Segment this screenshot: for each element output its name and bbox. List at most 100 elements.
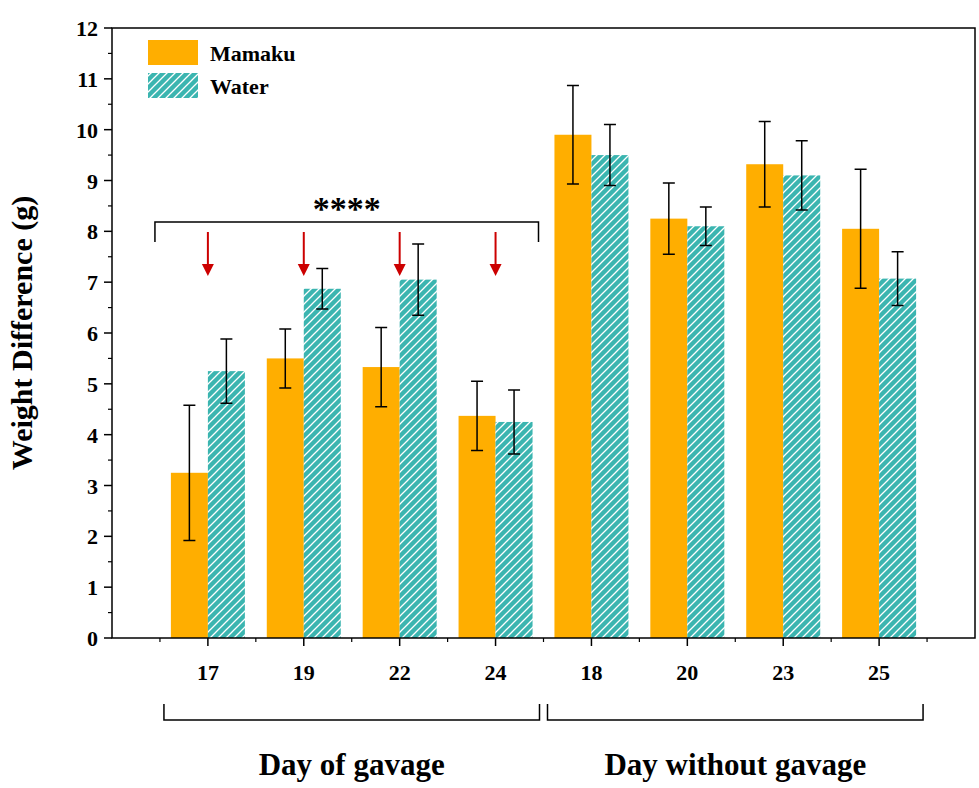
x-tick-label: 24 [485,660,507,685]
y-minor-tick [108,256,112,257]
x-tick [207,638,209,646]
bar [687,226,724,638]
y-tick-label: 10 [76,118,98,143]
x-tick-label: 22 [389,660,411,685]
y-minor-tick [108,358,112,359]
y-tick-label: 8 [87,219,98,244]
error-bar [759,122,771,207]
y-tick [104,231,112,233]
y-tick [104,383,112,385]
y-tick-label: 9 [87,169,98,194]
y-tick [104,332,112,334]
error-bar [663,183,675,254]
bar [363,367,400,638]
significance-label: **** [313,190,381,227]
x-minor-tick [255,638,256,642]
bar [650,219,687,638]
x-tick [303,638,305,646]
error-bar [471,381,483,450]
y-tick-label: 1 [87,575,98,600]
y-minor-tick [108,205,112,206]
error-bar [183,405,195,540]
y-tick [104,485,112,487]
x-tick-label: 25 [868,660,890,685]
gavage-arrow-shaft [399,232,401,268]
y-axis-label: Weight Difference (g) [5,196,39,470]
y-minor-tick [108,561,112,562]
chart-container: 01234567891011121719222418202325Weight D… [0,0,979,788]
y-tick [104,180,112,182]
y-tick-label: 4 [87,423,98,448]
bar [842,229,879,638]
y-minor-tick [108,612,112,613]
bar [591,155,628,638]
y-minor-tick [108,510,112,511]
x-tick [878,638,880,646]
y-tick-label: 12 [76,16,98,41]
plot-frame [112,28,975,638]
x-minor-tick [447,638,448,642]
x-tick [687,638,689,646]
gavage-arrow-shaft [207,232,209,268]
y-tick-label: 6 [87,321,98,346]
x-tick-label: 18 [580,660,602,685]
error-bar [892,252,904,306]
y-minor-tick [108,104,112,105]
bar [208,371,245,638]
y-minor-tick [108,53,112,54]
x-minor-tick [159,638,160,642]
chart-svg: 01234567891011121719222418202325Weight D… [0,0,979,788]
bar [267,358,304,638]
x-tick-label: 17 [197,660,219,685]
gavage-arrow-head [394,264,406,276]
y-minor-tick [108,409,112,410]
y-tick [104,536,112,538]
y-tick-label: 0 [87,626,98,651]
legend-label: Mamaku [210,41,296,66]
error-bar [700,207,712,246]
bar [879,279,916,638]
y-tick-label: 5 [87,372,98,397]
x-tick-label: 23 [772,660,794,685]
y-tick-label: 11 [77,67,98,92]
y-minor-tick [108,459,112,460]
gavage-arrow-shaft [495,232,497,268]
x-minor-tick [831,638,832,642]
y-tick [104,27,112,29]
error-bar [412,244,424,315]
y-tick [104,586,112,588]
bar [400,280,437,638]
gavage-arrow-head [202,264,214,276]
bar [783,175,820,638]
legend-swatch [148,73,198,98]
y-tick [104,78,112,80]
gavage-arrow-head [298,264,310,276]
x-minor-tick [735,638,736,642]
group-label: Day of gavage [259,747,445,782]
y-tick-label: 2 [87,524,98,549]
bar [746,164,783,638]
x-tick-label: 19 [293,660,315,685]
error-bar [796,141,808,210]
group-bracket [548,704,924,720]
y-tick [104,129,112,131]
y-minor-tick [108,154,112,155]
error-bar [508,390,520,454]
x-minor-tick [351,638,352,642]
x-minor-tick [926,638,927,642]
y-tick [104,434,112,436]
y-tick-label: 7 [87,270,98,295]
x-tick [782,638,784,646]
group-label: Day without gavage [604,747,866,782]
error-bar [375,327,387,406]
x-minor-tick [543,638,544,642]
y-tick-label: 3 [87,474,98,499]
bars [171,85,916,638]
error-bar [855,169,867,288]
bar [304,289,341,638]
legend-swatch [148,40,198,65]
gavage-arrow-shaft [303,232,305,268]
gavage-arrow-head [490,264,502,276]
error-bar [604,125,616,186]
legend-label: Water [210,74,269,99]
